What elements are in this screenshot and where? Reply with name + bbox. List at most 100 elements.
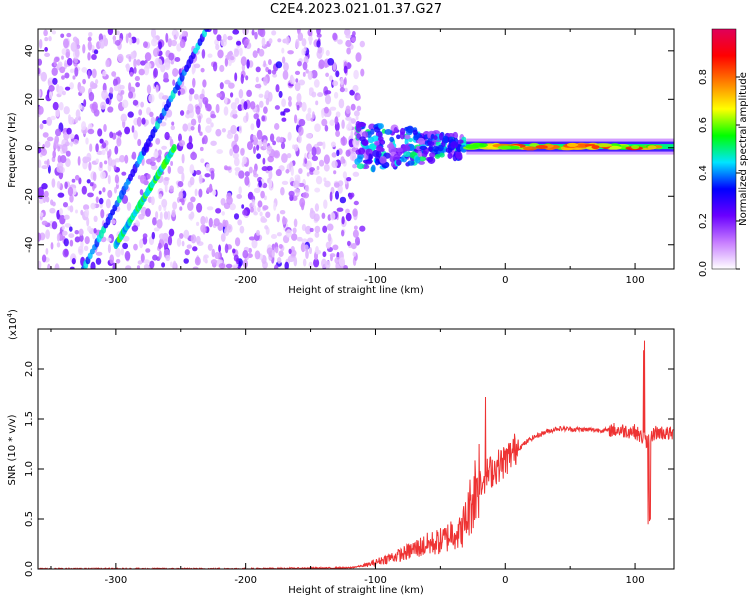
noise-blob [305,112,312,122]
svg-text:(x104): (x104) [6,309,19,340]
noise-blob [251,238,258,249]
transition-blob [403,151,411,158]
noise-blob [188,213,192,220]
noise-blob [108,148,112,157]
noise-blob [218,244,222,253]
noise-blob [287,255,295,263]
noise-blob [253,211,258,216]
noise-blob [292,180,300,189]
snr-y-label: SNR (10 * v/v) [7,414,18,485]
noise-blob [267,155,274,163]
noise-blob [352,171,360,177]
noise-blob [127,32,132,38]
noise-blob [325,72,330,77]
y-tick-label: -40 [24,237,35,253]
noise-blob [244,175,250,186]
noise-blob [274,123,280,130]
noise-blob [69,141,74,147]
noise-blob [120,248,125,256]
noise-blob [179,232,184,239]
noise-blob [329,253,336,258]
noise-blob [332,32,338,41]
x-tick-label: -100 [364,275,387,286]
noise-blob [238,170,245,179]
noise-blob [215,103,220,114]
noise-blob [101,149,106,156]
noise-blob [87,192,94,198]
noise-blob [121,99,129,109]
noise-blob [207,53,213,58]
noise-blob [307,70,313,80]
noise-blob [261,37,266,47]
noise-blob [214,251,220,260]
noise-blob [193,63,201,69]
transition-blob [384,128,393,135]
noise-blob [83,99,87,108]
y-tick-label: 1.0 [24,461,35,477]
noise-blob [155,211,159,220]
noise-blob [250,123,255,131]
noise-blob [255,76,259,83]
noise-blob [259,211,263,217]
noise-blob [64,72,70,79]
noise-blob [226,132,234,140]
carrier-blob [465,144,479,149]
noise-blob [40,71,48,82]
noise-blob [288,100,292,107]
noise-blob [352,229,359,238]
noise-blob [109,131,114,139]
y-tick-label: 0 [24,145,35,151]
noise-blob [161,95,169,100]
noise-blob [85,137,89,145]
noise-blob [105,198,111,209]
noise-blob [177,196,181,203]
noise-blob [155,84,159,93]
noise-blob [341,216,345,225]
snr-panel: -300 -200 -100 0 100 0.0 0.5 1.0 1.5 2.0 Height … [6,309,675,596]
noise-blob [304,225,312,235]
noise-blob [44,52,51,57]
noise-blob [229,148,234,156]
transition-blob [419,145,428,151]
noise-blob [177,165,184,175]
noise-blob [99,138,104,144]
noise-blob [146,173,151,180]
noise-blob [66,32,72,38]
noise-blob [245,75,249,81]
noise-blob [178,133,182,142]
noise-blob [43,29,48,37]
noise-blob [181,240,185,247]
transition-blob [418,156,427,162]
noise-blob [204,173,211,178]
noise-blob [345,39,352,48]
noise-blob [131,125,135,133]
noise-blob [233,213,240,220]
noise-blob [140,253,145,263]
noise-blob [91,101,98,112]
noise-blob [43,190,49,198]
noise-blob [168,228,175,237]
noise-blob [215,128,222,137]
noise-blob [332,80,339,87]
noise-blob [352,163,358,169]
noise-blob [38,68,41,75]
noise-blob [229,92,234,98]
transition-blob [447,152,453,159]
noise-blob [314,231,320,238]
noise-blob [305,69,309,74]
noise-blob [84,208,90,218]
noise-blob [281,153,288,164]
x-tick-label: 0 [502,275,508,286]
noise-blob [177,90,181,96]
noise-blob [355,52,362,63]
noise-blob [77,245,84,256]
noise-blob [282,217,288,225]
noise-blob [54,263,60,269]
noise-blob [98,39,106,49]
noise-blob [238,125,243,134]
noise-blob [56,180,61,189]
noise-blob [335,70,340,78]
noise-blob [186,244,192,249]
noise-blob [120,113,128,123]
noise-blob [103,160,108,165]
